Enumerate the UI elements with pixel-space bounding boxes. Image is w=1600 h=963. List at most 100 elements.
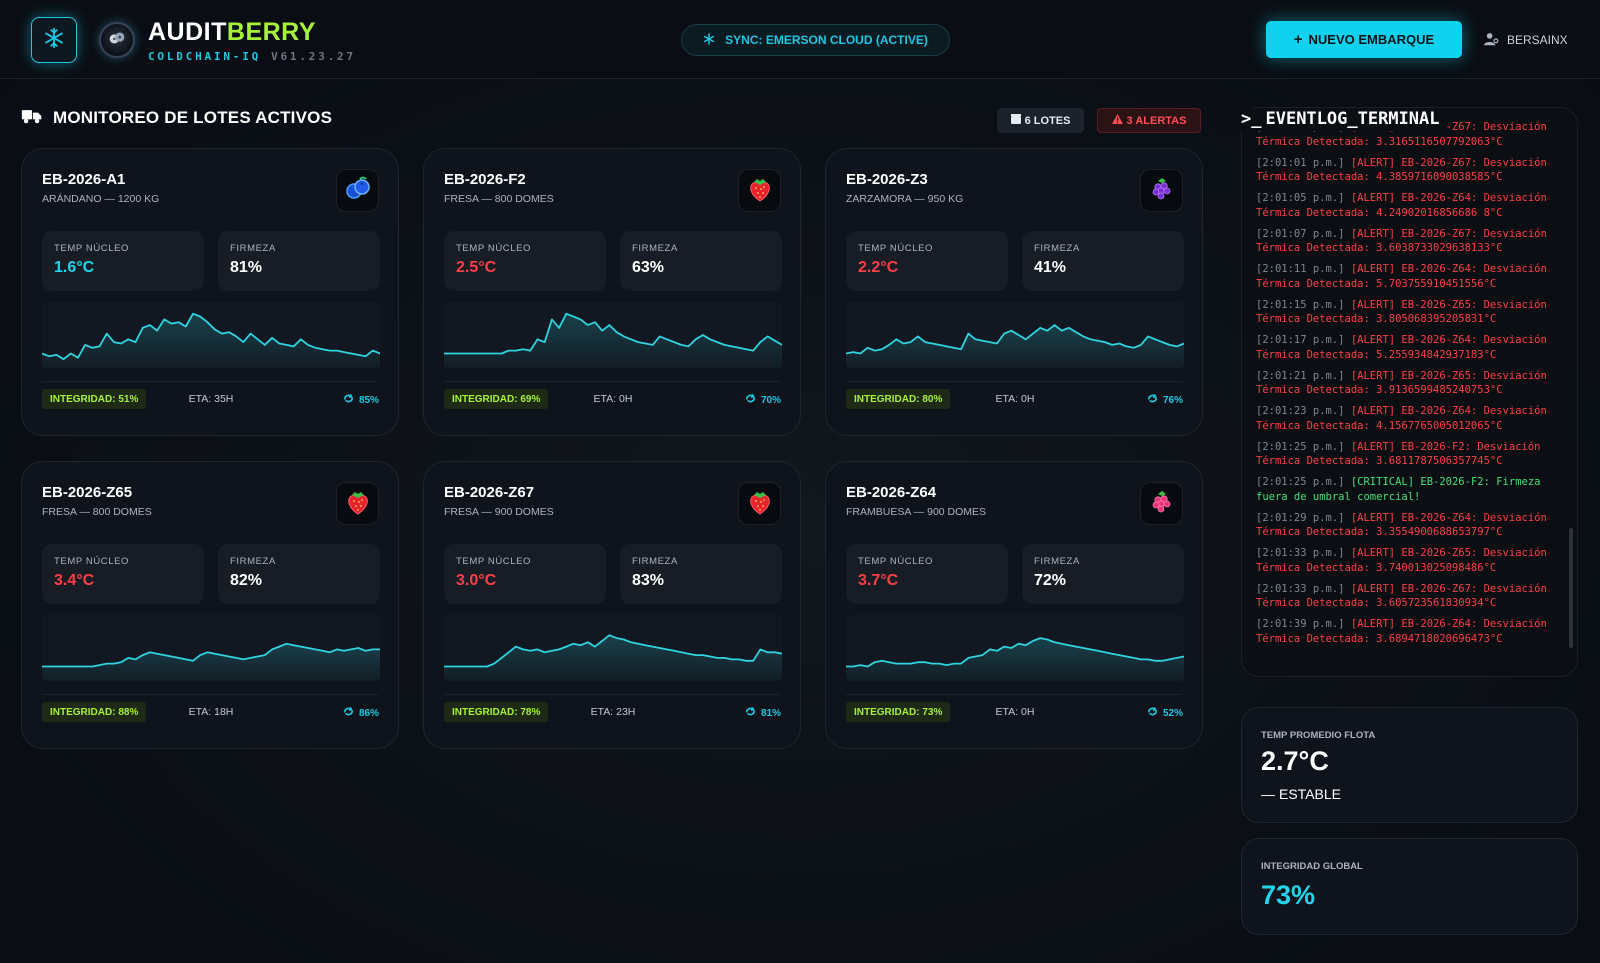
card-divider <box>846 381 1182 382</box>
card-divider <box>846 694 1182 695</box>
log-entry: [2:01:25 p.m.] [CRITICAL] EB-2026-F2: Fi… <box>1256 475 1559 504</box>
sync-percentage: 85% <box>343 393 379 407</box>
lot-card[interactable]: EB-2026-A1 ARÁNDANO — 1200 KG TEMP NÚCLE… <box>21 148 399 436</box>
warning-icon <box>1111 114 1123 127</box>
lot-product: FRAMBUESA — 900 DOMES <box>846 506 987 518</box>
lot-card[interactable]: EB-2026-F2 FRESA — 800 DOMES TEMP NÚCLEO… <box>423 148 801 436</box>
temperature-sparkline <box>846 615 1184 681</box>
temperature-sparkline <box>444 302 782 368</box>
sync-percentage-value: 70% <box>760 394 781 406</box>
lot-product: FRESA — 900 DOMES <box>444 506 554 518</box>
firmness-metric-value: 82% <box>230 572 263 589</box>
log-message: [ALERT] EB-2026-Z65: Desviación Térmica … <box>1256 369 1547 397</box>
log-entry: [2:01:05 p.m.] [ALERT] EB-2026-Z64: Desv… <box>1256 191 1559 220</box>
sync-status-pill[interactable]: SYNC: EMERSON CLOUD (ACTIVE) <box>681 24 950 56</box>
flat-trend-icon: — <box>1261 786 1275 802</box>
card-divider <box>42 381 378 382</box>
new-shipment-label: NUEVO EMBARQUE <box>1308 32 1435 47</box>
log-timestamp: [2:01:15 p.m.] <box>1256 298 1345 311</box>
temp-metric-label: TEMP NÚCLEO <box>456 243 532 254</box>
event-log-terminal[interactable]: [2:01:01 p.m.] [ALERT] EB-2026-Z67: Desv… <box>1241 107 1578 677</box>
fruit-badge <box>336 169 379 212</box>
log-message: [ALERT] EB-2026-Z64: Desviación Térmica … <box>1256 334 1547 361</box>
fruit-badge <box>738 169 781 212</box>
alertas-count-badge[interactable]: 3 ALERTAS <box>1097 108 1201 133</box>
user-menu[interactable]: BERSAINX <box>1484 30 1568 50</box>
terminal-title: >_ EVENTLOG_TERMINAL <box>1241 109 1446 131</box>
fruit-badge <box>738 482 781 525</box>
firmness-metric-value: 41% <box>1034 259 1067 276</box>
sync-status-label: SYNC: EMERSON CLOUD (ACTIVE) <box>725 33 928 47</box>
log-entry: [2:01:07 p.m.] [ALERT] EB-2026-Z67: Desv… <box>1256 227 1559 256</box>
sparkline-line <box>846 324 1184 355</box>
brand-subtitle: COLDCHAIN-IQ V61.23.27 <box>148 50 356 63</box>
temp-metric-label: TEMP NÚCLEO <box>456 556 532 567</box>
user-name: BERSAINX <box>1507 33 1568 47</box>
lot-card[interactable]: EB-2026-Z65 FRESA — 800 DOMES TEMP NÚCLE… <box>21 461 399 749</box>
log-timestamp: [2:01:01 p.m.] <box>1256 156 1345 169</box>
log-timestamp: [2:01:07 p.m.] <box>1256 227 1345 240</box>
strawberry-icon <box>746 488 774 520</box>
plus-icon: + <box>1293 31 1303 48</box>
sync-percentage: 81% <box>745 706 781 720</box>
firmness-metric: FIRMEZA 72% <box>1022 544 1184 604</box>
temp-metric: TEMP NÚCLEO 3.4°C <box>42 544 204 604</box>
temp-metric-value: 3.0°C <box>456 572 497 589</box>
temp-metric: TEMP NÚCLEO 3.7°C <box>846 544 1008 604</box>
log-message: [CRITICAL] EB-2026-F2: Firmeza fuera de … <box>1256 476 1541 503</box>
firmness-metric-label: FIRMEZA <box>632 243 678 254</box>
sync-percentage: 52% <box>1147 706 1183 720</box>
lot-card[interactable]: EB-2026-Z3 ZARZAMORA — 950 KG TEMP NÚCLE… <box>825 148 1203 436</box>
lot-id: EB-2026-A1 <box>42 171 126 188</box>
log-entry: [2:01:39 p.m.] [ALERT] EB-2026-Z64: Desv… <box>1256 617 1559 646</box>
brand-part2: BERRY <box>226 18 316 46</box>
temp-metric-value: 2.2°C <box>858 259 899 276</box>
sparkline-area <box>846 638 1184 681</box>
new-shipment-button[interactable]: + NUEVO EMBARQUE <box>1266 21 1462 58</box>
sparkline-line <box>846 637 1184 668</box>
sparkline-area <box>42 313 380 368</box>
brand-avatar <box>99 22 135 58</box>
log-timestamp: [2:01:11 p.m.] <box>1256 263 1345 275</box>
terminal-scrollbar[interactable] <box>1569 528 1573 648</box>
log-entry: [2:01:23 p.m.] [ALERT] EB-2026-Z64: Desv… <box>1256 404 1559 433</box>
firmness-metric-label: FIRMEZA <box>230 243 276 254</box>
log-message: [ALERT] EB-2026-Z65: Desviación Térmica … <box>1256 547 1547 574</box>
log-timestamp: [2:01:05 p.m.] <box>1256 192 1345 204</box>
log-message: [ALERT] EB-2026-Z67: Desviación Térmica … <box>1256 227 1547 255</box>
integrity-badge: INTEGRIDAD: 73% <box>846 702 951 722</box>
strawberry-icon <box>746 175 774 207</box>
global-integrity-value: 73% <box>1261 880 1316 910</box>
sync-icon <box>343 706 354 720</box>
fleet-temp-card: TEMP PROMEDIO FLOTA 2.7°C — ESTABLE <box>1241 707 1578 823</box>
app-logo-button[interactable] <box>31 17 77 63</box>
sync-icon <box>1147 393 1158 407</box>
eta-label: ETA: 0H <box>995 706 1035 718</box>
sync-percentage: 70% <box>745 393 781 407</box>
top-header: AUDITBERRY COLDCHAIN-IQ V61.23.27 SYNC: E… <box>0 0 1600 79</box>
log-timestamp: [2:01:25 p.m.] <box>1256 476 1345 488</box>
log-timestamp: [2:01:33 p.m.] <box>1256 547 1345 559</box>
firmness-metric-label: FIRMEZA <box>1034 243 1080 254</box>
eta-label: ETA: 35H <box>188 393 234 405</box>
lotes-count-badge[interactable]: 6 LOTES <box>997 108 1084 133</box>
log-entry: [2:01:33 p.m.] [ALERT] EB-2026-Z67: Desv… <box>1256 582 1559 611</box>
sync-percentage-value: 52% <box>1162 707 1183 719</box>
temperature-sparkline <box>846 302 1184 368</box>
log-message: [ALERT] EB-2026-Z64: Desviación Térmica … <box>1256 618 1547 645</box>
terminal-title-text: EVENTLOG_TERMINAL <box>1265 109 1440 129</box>
section-title: MONITOREO DE LOTES ACTIVOS <box>21 107 332 129</box>
firmness-metric-label: FIRMEZA <box>230 556 276 567</box>
snowflake-icon <box>43 27 65 53</box>
temp-metric-label: TEMP NÚCLEO <box>858 243 934 254</box>
temp-metric-label: TEMP NÚCLEO <box>54 556 130 567</box>
log-timestamp: [2:01:25 p.m.] <box>1256 440 1345 453</box>
temp-metric-value: 1.6°C <box>54 259 95 276</box>
temp-metric: TEMP NÚCLEO 3.0°C <box>444 544 606 604</box>
lot-card[interactable]: EB-2026-Z67 FRESA — 900 DOMES TEMP NÚCLE… <box>423 461 801 749</box>
log-entry: [2:01:33 p.m.] [ALERT] EB-2026-Z65: Desv… <box>1256 546 1559 575</box>
sparkline-area <box>846 325 1184 368</box>
lot-card[interactable]: EB-2026-Z64 FRAMBUESA — 900 DOMES TEMP N… <box>825 461 1203 749</box>
brand-part1: AUDIT <box>148 18 227 46</box>
lot-product: FRESA — 800 DOMES <box>42 506 152 518</box>
